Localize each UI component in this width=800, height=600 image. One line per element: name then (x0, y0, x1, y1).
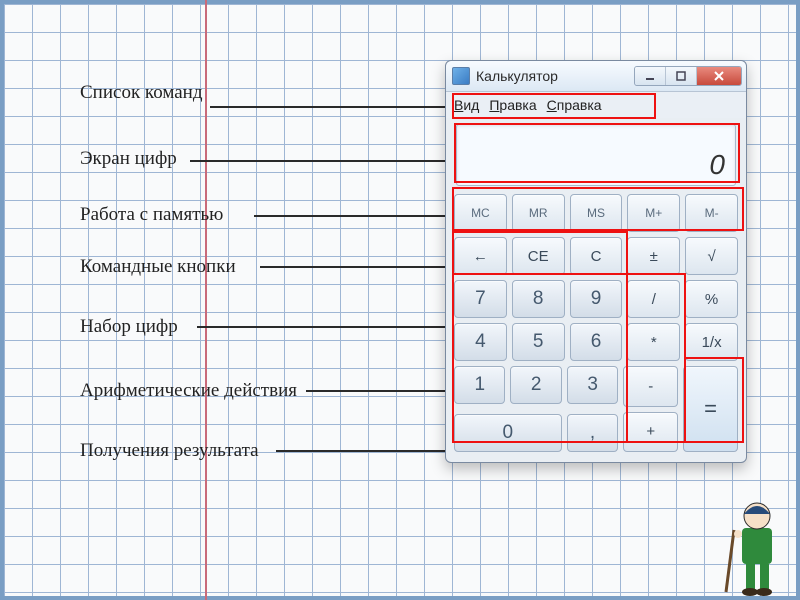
window-buttons (634, 66, 742, 86)
key-back[interactable]: ← (454, 237, 507, 275)
arrow-to-menu (210, 106, 473, 108)
key-0[interactable]: 0 (454, 414, 562, 452)
key-9[interactable]: 9 (570, 280, 623, 318)
minimize-button[interactable] (635, 67, 666, 85)
key-mplus[interactable]: M+ (627, 194, 680, 232)
command-row: ← CE C ± √ (454, 237, 738, 275)
key-mul[interactable]: * (627, 323, 680, 361)
key-minus[interactable]: - (623, 366, 678, 407)
memory-row: MC MR MS M+ M- (454, 194, 738, 232)
key-inv[interactable]: 1/x (685, 323, 738, 361)
key-eq[interactable]: = (683, 366, 738, 452)
key-dot[interactable]: , (567, 414, 619, 452)
key-ce[interactable]: CE (512, 237, 565, 275)
margin-line (205, 0, 207, 600)
maximize-icon (676, 71, 686, 81)
menu-view[interactable]: Вид (454, 97, 479, 113)
key-8[interactable]: 8 (512, 280, 565, 318)
label-command-btns: Командные кнопки (80, 256, 236, 278)
label-digit-set: Набор цифр (80, 316, 178, 338)
key-mc[interactable]: MC (454, 194, 507, 232)
label-commands-list: Список команд (80, 82, 203, 104)
app-icon (452, 67, 470, 85)
key-7[interactable]: 7 (454, 280, 507, 318)
key-ms[interactable]: MS (570, 194, 623, 232)
row-789: 7 8 9 / % (454, 280, 738, 318)
label-digit-screen: Экран цифр (80, 148, 177, 170)
key-3[interactable]: 3 (567, 366, 618, 404)
key-c[interactable]: C (570, 237, 623, 275)
display: 0 (456, 124, 736, 186)
bottom-pad: 1 2 3 0 , - + = (454, 366, 738, 452)
key-1[interactable]: 1 (454, 366, 505, 404)
key-pct[interactable]: % (685, 280, 738, 318)
key-4[interactable]: 4 (454, 323, 507, 361)
golfer-illustration (724, 480, 794, 600)
keypad: MC MR MS M+ M- ← CE C ± √ 7 8 9 / % 4 5 … (446, 194, 746, 462)
window-title: Калькулятор (476, 68, 634, 84)
key-mr[interactable]: MR (512, 194, 565, 232)
minimize-icon (645, 71, 655, 81)
key-mminus[interactable]: M- (685, 194, 738, 232)
key-2[interactable]: 2 (510, 366, 561, 404)
display-area: 0 (454, 122, 738, 188)
label-get-result: Получения результата (80, 440, 259, 462)
calculator-window: Калькулятор Вид Правка Справка 0 MC MR M… (445, 60, 747, 463)
label-memory-work: Работа с памятью (80, 204, 223, 226)
key-plus[interactable]: + (623, 412, 678, 453)
menu-edit[interactable]: Правка (489, 97, 536, 113)
key-5[interactable]: 5 (512, 323, 565, 361)
key-6[interactable]: 6 (570, 323, 623, 361)
arrow-to-cmd (260, 266, 455, 268)
close-icon (713, 71, 725, 81)
maximize-button[interactable] (666, 67, 697, 85)
key-pm[interactable]: ± (627, 237, 680, 275)
key-sqrt[interactable]: √ (685, 237, 738, 275)
key-div[interactable]: / (627, 280, 680, 318)
titlebar[interactable]: Калькулятор (446, 61, 746, 92)
arrow-to-memory (254, 215, 455, 217)
close-button[interactable] (697, 67, 741, 85)
label-arith-ops: Арифметические действия (80, 380, 297, 402)
menu-help[interactable]: Справка (547, 97, 602, 113)
row-456: 4 5 6 * 1/x (454, 323, 738, 361)
menubar: Вид Правка Справка (446, 92, 746, 118)
